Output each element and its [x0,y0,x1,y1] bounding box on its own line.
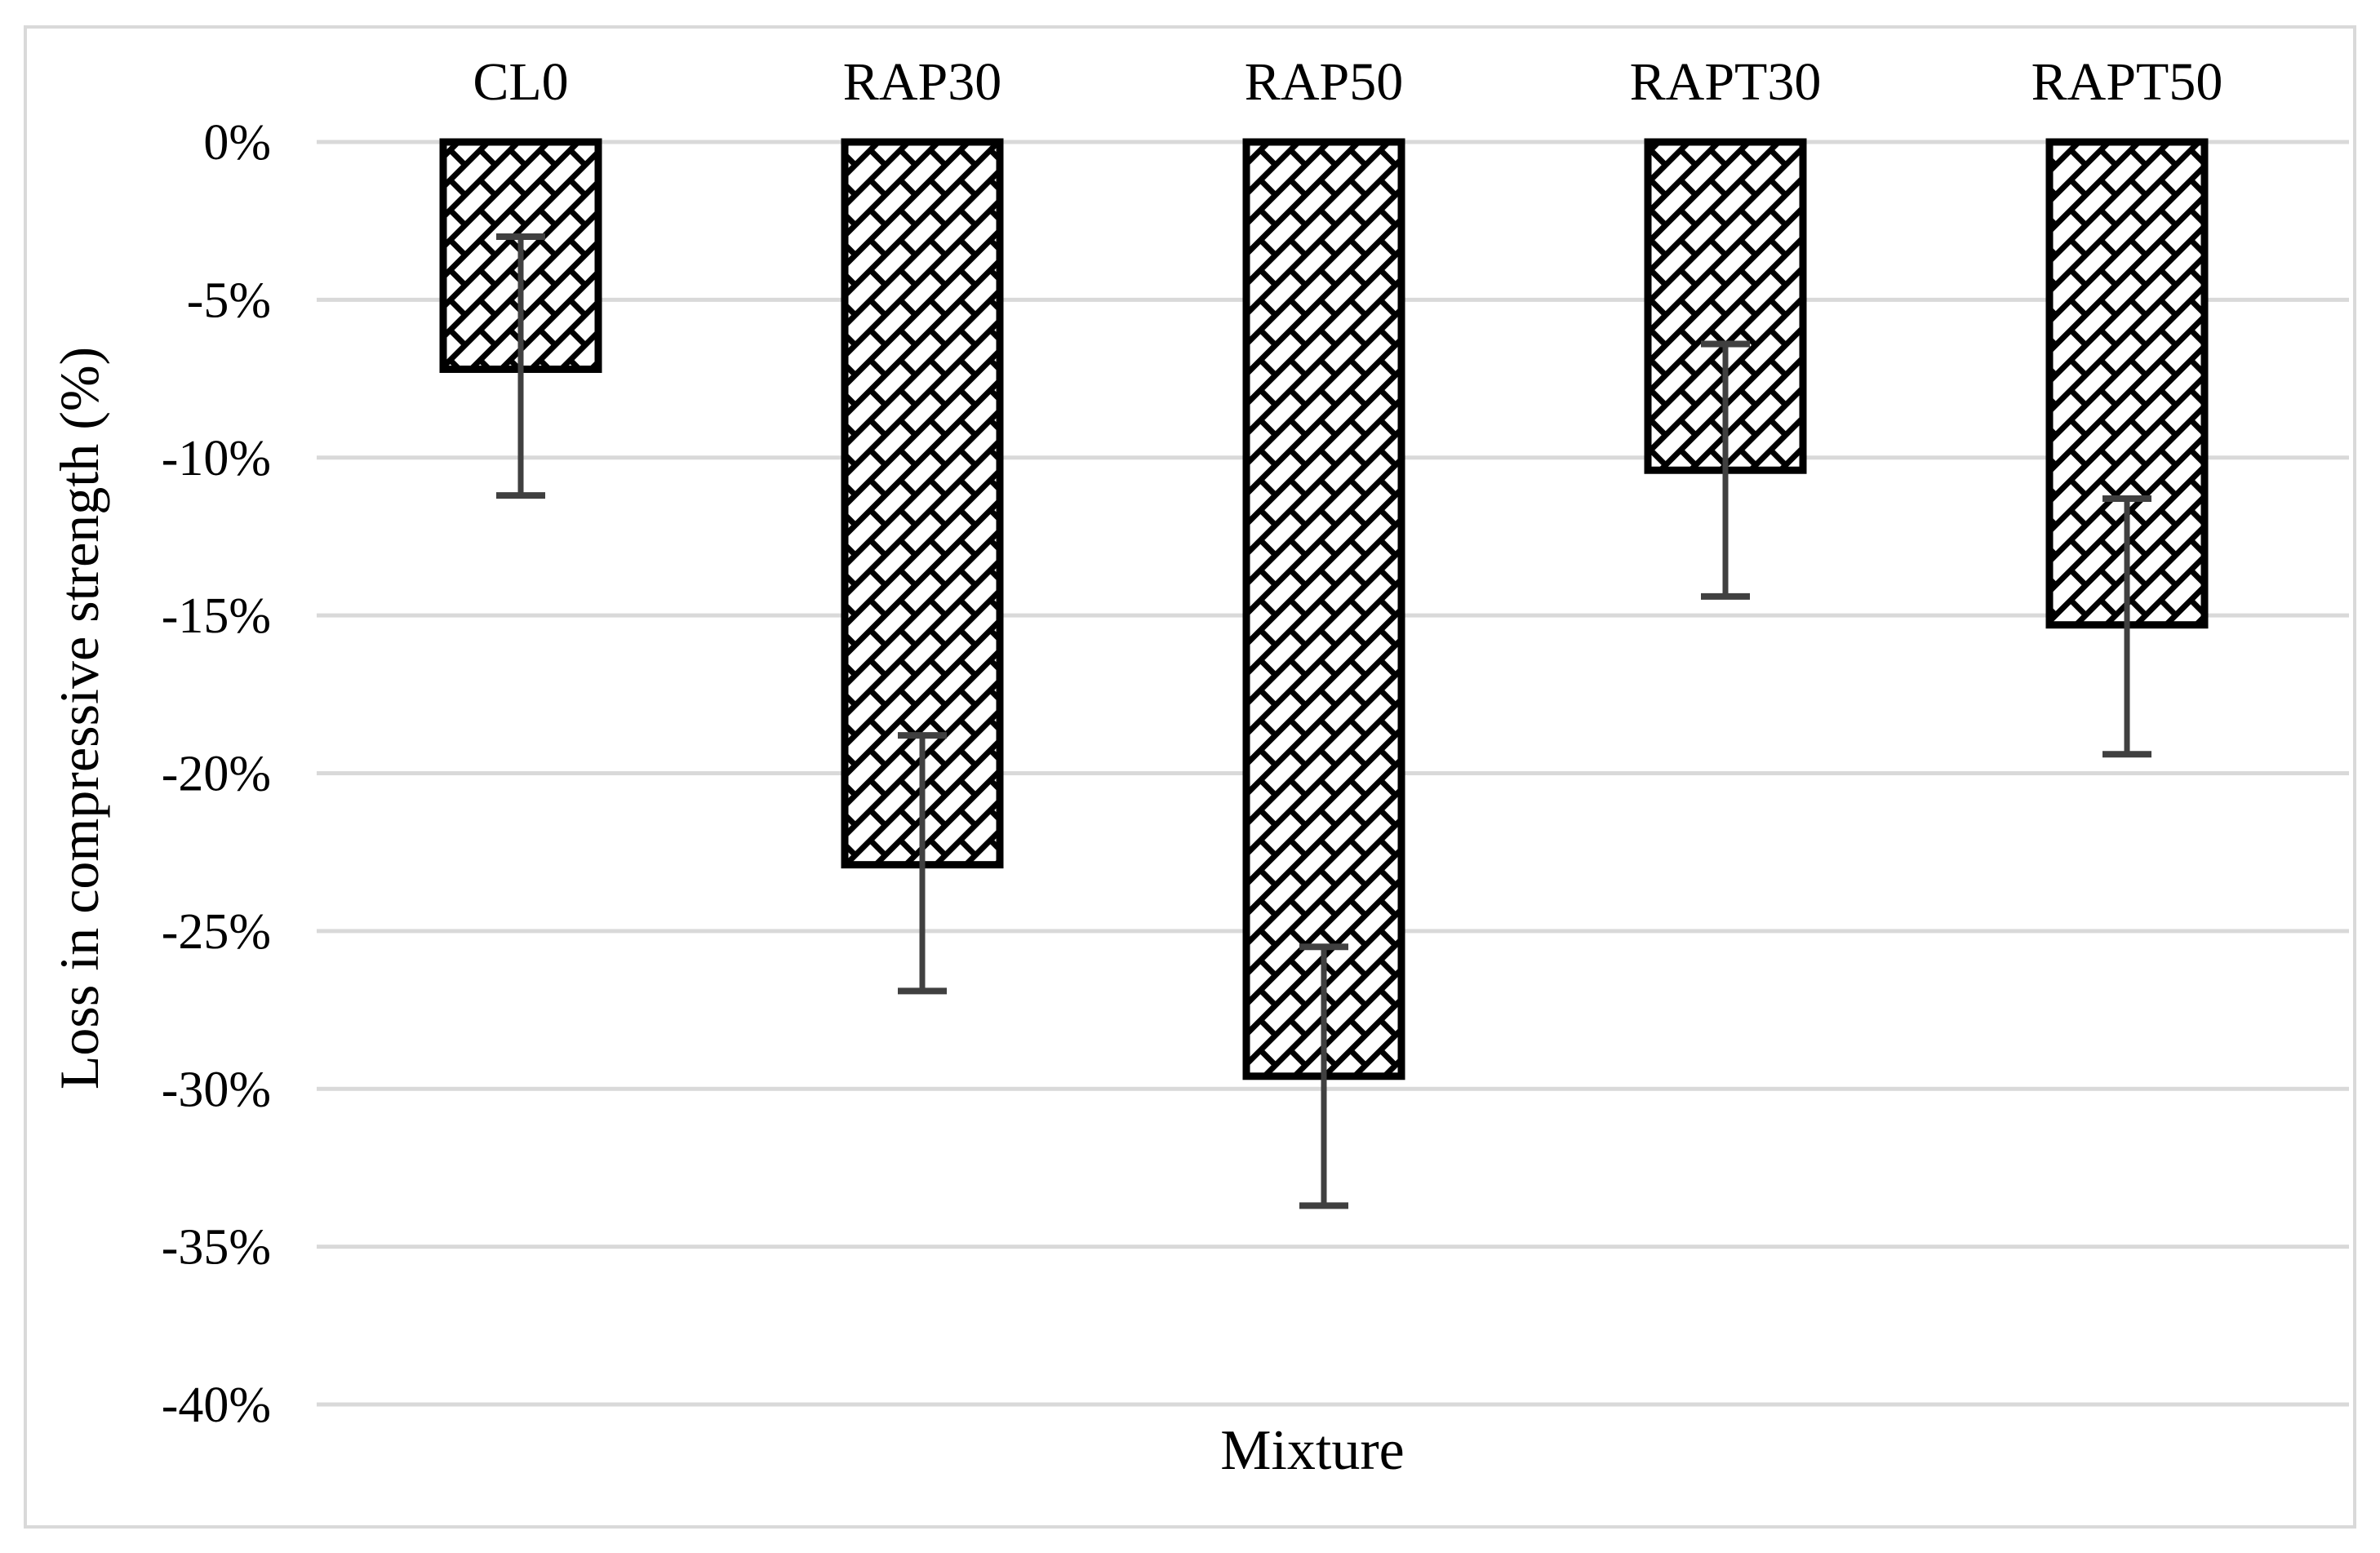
y-axis-title: Loss in compressive strength (%) [48,347,110,1089]
category-label-RAPT30: RAPT30 [1630,52,1822,112]
error-bars-group [496,233,2151,1209]
y-tick-label--40pct: -40% [162,1378,271,1433]
bar-RAP50 [1242,138,1405,1080]
category-label-CL0: CL0 [473,52,568,112]
error-bar-RAP50 [1299,943,1348,1209]
category-label-RAP50: RAP50 [1245,52,1403,112]
category-labels-group: CL0 RAP30 RAP50 RAPT30 RAPT50 [473,52,2222,112]
y-tick-label--35pct: -35% [162,1220,271,1276]
y-tick-label--25pct: -25% [162,904,271,960]
figure-border [24,25,2356,1529]
error-bar-RAP30 [898,732,947,995]
error-bar-RAPT50 [2102,495,2151,758]
category-label-RAPT50: RAPT50 [2031,52,2223,112]
y-tick-label--15pct: -15% [162,588,271,644]
y-tick-label--20pct: -20% [162,747,271,802]
y-tick-labels-group: 0% -5% -10% -15% -20% -25% -30% -35% -40% [162,115,271,1433]
y-tick-label--10pct: -10% [162,431,271,486]
y-tick-label-0pct: 0% [203,115,271,171]
error-bar-CL0 [496,233,545,499]
y-tick-label--5pct: -5% [187,273,271,328]
x-axis-title: Mixture [1220,1419,1405,1482]
error-bar-RAPT30 [1701,340,1750,600]
gridlines-group [317,140,2349,1407]
y-tick-label--30pct: -30% [162,1062,271,1117]
category-label-RAP30: RAP30 [843,52,1001,112]
